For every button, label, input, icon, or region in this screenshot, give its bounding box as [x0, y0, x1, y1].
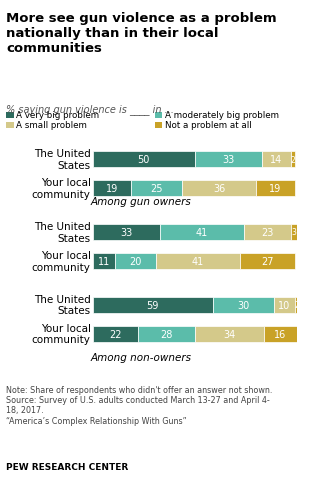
- Text: Among non-owners: Among non-owners: [91, 352, 192, 362]
- Bar: [93, 297, 213, 313]
- Bar: [138, 326, 195, 342]
- Bar: [256, 181, 294, 197]
- Text: 30: 30: [238, 300, 250, 310]
- Text: 2: 2: [290, 155, 295, 164]
- Text: 33: 33: [222, 155, 235, 165]
- Bar: [243, 225, 290, 241]
- Text: Not a problem at all: Not a problem at all: [165, 121, 252, 130]
- Text: 27: 27: [261, 257, 273, 266]
- Bar: [115, 254, 156, 269]
- Text: The United
States: The United States: [34, 294, 91, 316]
- Text: 41: 41: [192, 257, 204, 266]
- Text: 19: 19: [106, 184, 118, 194]
- Text: 28: 28: [160, 329, 172, 339]
- Text: More see gun violence as a problem
nationally than in their local
communities: More see gun violence as a problem natio…: [6, 12, 277, 55]
- Bar: [131, 181, 182, 197]
- Text: 20: 20: [129, 257, 142, 266]
- Text: 11: 11: [98, 257, 110, 266]
- Text: 50: 50: [138, 155, 150, 165]
- Text: A moderately big problem: A moderately big problem: [165, 111, 279, 120]
- Text: 25: 25: [151, 184, 163, 194]
- Text: Your local
community: Your local community: [32, 323, 91, 345]
- Text: 22: 22: [109, 329, 121, 339]
- Text: A small problem: A small problem: [16, 121, 87, 130]
- Text: 19: 19: [269, 184, 281, 194]
- Bar: [93, 225, 160, 241]
- Text: 3: 3: [291, 228, 296, 237]
- Bar: [264, 326, 297, 342]
- Bar: [93, 181, 131, 197]
- Bar: [274, 297, 294, 313]
- Bar: [213, 297, 274, 313]
- Text: 14: 14: [270, 155, 282, 165]
- Bar: [262, 152, 290, 168]
- Text: 23: 23: [261, 227, 273, 237]
- Text: 34: 34: [223, 329, 235, 339]
- Text: 2: 2: [294, 301, 299, 309]
- Bar: [93, 152, 195, 168]
- Bar: [290, 225, 297, 241]
- Text: A very big problem: A very big problem: [16, 111, 99, 120]
- Bar: [239, 254, 294, 269]
- Text: Note: Share of respondents who didn't offer an answer not shown.
Source: Survey : Note: Share of respondents who didn't of…: [6, 385, 273, 425]
- Text: The United
States: The United States: [34, 149, 91, 170]
- Bar: [182, 181, 256, 197]
- Text: PEW RESEARCH CENTER: PEW RESEARCH CENTER: [6, 462, 129, 471]
- Text: 33: 33: [120, 227, 133, 237]
- Text: The United
States: The United States: [34, 222, 91, 243]
- Text: 59: 59: [147, 300, 159, 310]
- Bar: [93, 326, 138, 342]
- Bar: [93, 254, 115, 269]
- Bar: [195, 152, 262, 168]
- Bar: [160, 225, 243, 241]
- Bar: [290, 152, 294, 168]
- Text: Your local
community: Your local community: [32, 251, 91, 272]
- Bar: [156, 254, 239, 269]
- Text: Among gun owners: Among gun owners: [91, 197, 191, 207]
- Bar: [195, 326, 264, 342]
- Text: 36: 36: [213, 184, 225, 194]
- Text: 10: 10: [278, 300, 290, 310]
- Text: 16: 16: [274, 329, 286, 339]
- Text: 41: 41: [196, 227, 208, 237]
- Bar: [294, 297, 299, 313]
- Text: Your local
community: Your local community: [32, 178, 91, 199]
- Text: % saying gun violence is ____ in ...: % saying gun violence is ____ in ...: [6, 104, 174, 115]
